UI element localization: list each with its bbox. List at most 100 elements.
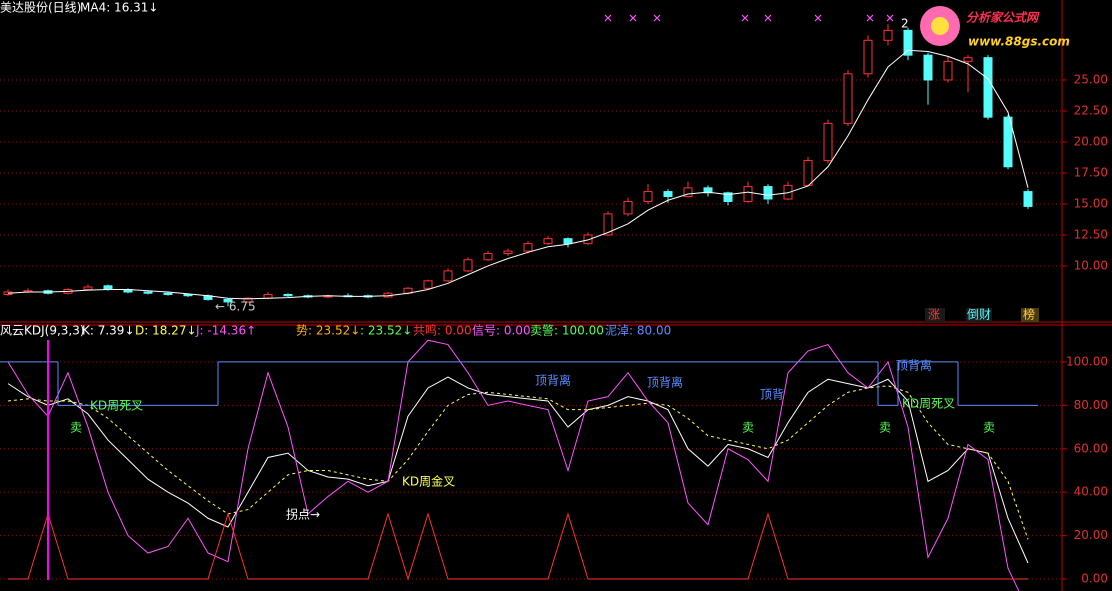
signal-cross — [886, 14, 894, 22]
tag: 榜 — [1023, 307, 1035, 322]
tag: 倒财 — [967, 308, 991, 322]
y-tick-label: 12.50 — [1074, 227, 1108, 241]
candle-body — [563, 238, 573, 245]
logo-flower-center — [931, 17, 949, 35]
signal-cross — [814, 14, 822, 22]
candle-body — [743, 186, 753, 202]
indicator-line — [7, 376, 1029, 564]
annotation: 2 — [901, 17, 909, 31]
chart-title: 美达股份(日线) — [0, 1, 81, 15]
candle-body — [583, 234, 593, 245]
header-label: D: 18.27↓ — [135, 324, 197, 338]
y-tick-label: 10.00 — [1074, 258, 1108, 272]
candle-body — [463, 259, 473, 272]
indicator-line — [7, 339, 1020, 591]
annotation: 顶背 — [760, 388, 784, 402]
candle-body — [843, 73, 853, 124]
candle-body — [683, 187, 693, 198]
ma-label: MA4: 16.31↓ — [80, 1, 158, 15]
candle-body — [923, 54, 933, 81]
annotation: 卖 — [70, 421, 82, 435]
signal-cross — [866, 14, 874, 22]
candle-body — [223, 298, 233, 303]
indicator-line — [8, 512, 1028, 581]
candle-body — [703, 187, 713, 194]
candle-body — [143, 291, 153, 294]
candle-body — [983, 57, 993, 118]
candle-body — [283, 293, 293, 297]
y-tick-label: 0.00 — [1081, 572, 1108, 586]
logo-url: www.88gs.com — [968, 35, 1070, 49]
y-tick-label: 20.00 — [1074, 528, 1108, 542]
header-label: 信号: 0.00 — [472, 324, 531, 338]
candle-body — [803, 160, 813, 186]
tag: 涨 — [928, 307, 940, 322]
candle-body — [823, 122, 833, 162]
signal-cross — [764, 14, 772, 22]
annotation: 卖 — [983, 421, 995, 435]
candle-body — [443, 270, 453, 282]
tag-box — [966, 308, 992, 322]
header-label: J: -14.36↑ — [195, 324, 256, 338]
candle-body — [643, 191, 653, 202]
candle-body — [783, 184, 793, 200]
y-tick-label: 17.50 — [1074, 165, 1108, 179]
candle-body — [83, 286, 93, 291]
ma-line — [7, 49, 1029, 300]
y-tick-label: 15.00 — [1074, 196, 1108, 210]
logo: 分析家公式网 www.88gs.com — [920, 6, 1070, 49]
candle-body — [663, 191, 673, 198]
indicator-title: 风云KDJ(9,3,3) — [0, 324, 85, 338]
signal-cross — [741, 14, 749, 22]
header-label: 卖警: 100.00 — [530, 323, 604, 338]
candle-body — [503, 250, 513, 255]
tag-box — [1021, 308, 1039, 322]
low-label: ← 6.75 — [215, 300, 256, 314]
y-tick-label: 40.00 — [1074, 485, 1108, 499]
candle-body — [103, 285, 113, 291]
candle-body — [1003, 116, 1013, 168]
signal-cross — [653, 14, 661, 22]
tag-box — [925, 308, 945, 322]
annotation: 拐点→ — [286, 507, 320, 522]
candle-body — [863, 39, 873, 75]
annotation: 顶背离 — [896, 358, 932, 373]
indicator-header: K: 7.39↓ D: 18.27↓ J: -14.36↑ 势: 23.52↓: 23… — [82, 323, 671, 338]
candle-body — [1023, 191, 1033, 207]
y-tick-label: 20.00 — [1074, 134, 1108, 148]
annotation: 卖 — [879, 421, 891, 435]
logo-title: 分析家公式网 — [966, 11, 1040, 25]
y-tick-label: 22.50 — [1074, 103, 1108, 117]
candle-body — [423, 280, 433, 289]
annotation: 卖 — [742, 421, 754, 435]
plot-layer: 10.00 12.50 15.00 17.50 20.00 22.50 25.00 0.00 2… — [0, 14, 1108, 591]
signal-cross — [629, 14, 637, 22]
y-tick-label: 60.00 — [1074, 441, 1108, 455]
header-label: 势: 23.52↓ — [296, 324, 360, 338]
annotation: KD周金叉 — [402, 474, 455, 489]
signal-cross — [604, 14, 612, 22]
candle-body — [723, 192, 733, 202]
indicator-line — [7, 385, 1029, 540]
candle-body — [903, 29, 913, 56]
candle-body — [623, 200, 633, 215]
candle-body — [963, 57, 973, 62]
candle-body — [523, 243, 533, 252]
candle-body — [243, 297, 253, 303]
annotation: KD周死叉 — [902, 397, 955, 411]
annotation: 顶背离 — [647, 375, 683, 390]
y-tick-label: 100.00 — [1066, 354, 1108, 368]
y-tick-label: 25.00 — [1074, 72, 1108, 86]
candle-body — [483, 253, 493, 261]
header-label: 共鸣: 0.00 — [413, 323, 472, 338]
y-tick-label: 80.00 — [1074, 398, 1108, 412]
header-label: 泥淖: 80.00 — [605, 324, 671, 338]
candle-body — [943, 60, 953, 81]
header-label: K: 7.39↓ — [82, 324, 135, 338]
candle-body — [763, 186, 773, 200]
candle-body — [603, 213, 613, 236]
candle-body — [543, 238, 553, 245]
annotation: KD周死叉 — [90, 399, 143, 413]
annotation: 顶背离 — [535, 373, 571, 388]
header-label: : 23.52↓ — [360, 324, 412, 338]
